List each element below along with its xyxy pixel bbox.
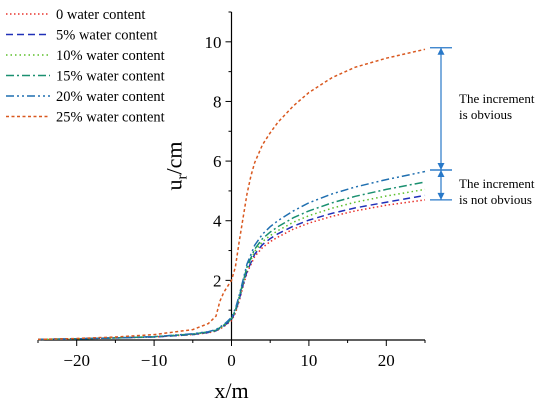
y-tick-label: 8 [213,92,222,111]
arrow-head [437,47,445,55]
axes: −20 −10 0 10 20 2 4 6 8 10 x/m ur/cm [37,11,426,403]
x-tick-label: −20 [63,351,90,370]
legend-label: 0 water content [56,7,145,23]
y-tick-label: 6 [213,152,222,171]
annotation-text: is not obvious [459,192,532,207]
legend-label: 20% water content [56,89,165,105]
series-group [37,48,426,341]
x-tick-label: 10 [300,351,317,370]
legend: 0 water content 5% water content 10% water… [6,7,165,126]
y-tick-label: 2 [213,271,222,290]
legend-label: 10% water content [56,48,165,64]
legend-label: 5% water content [56,28,157,44]
series-line-5 [37,170,426,341]
legend-label: 15% water content [56,69,165,85]
annotation-text: The increment [459,91,535,106]
x-axis-label: x/m [214,378,248,403]
x-tick-label: 20 [378,351,395,370]
annotation-text: is obvious [459,107,512,122]
arrow-head [437,170,445,178]
y-axis-label: ur/cm [162,142,191,191]
y-tick-label: 4 [213,212,222,231]
arrow-head [437,163,445,171]
y-tick-label: 10 [205,33,222,52]
x-tick-label: −10 [141,351,168,370]
arrow-head [437,192,445,200]
x-tick-label: 0 [227,351,236,370]
annotation-text: The increment [459,176,535,191]
legend-label: 25% water content [56,110,165,126]
